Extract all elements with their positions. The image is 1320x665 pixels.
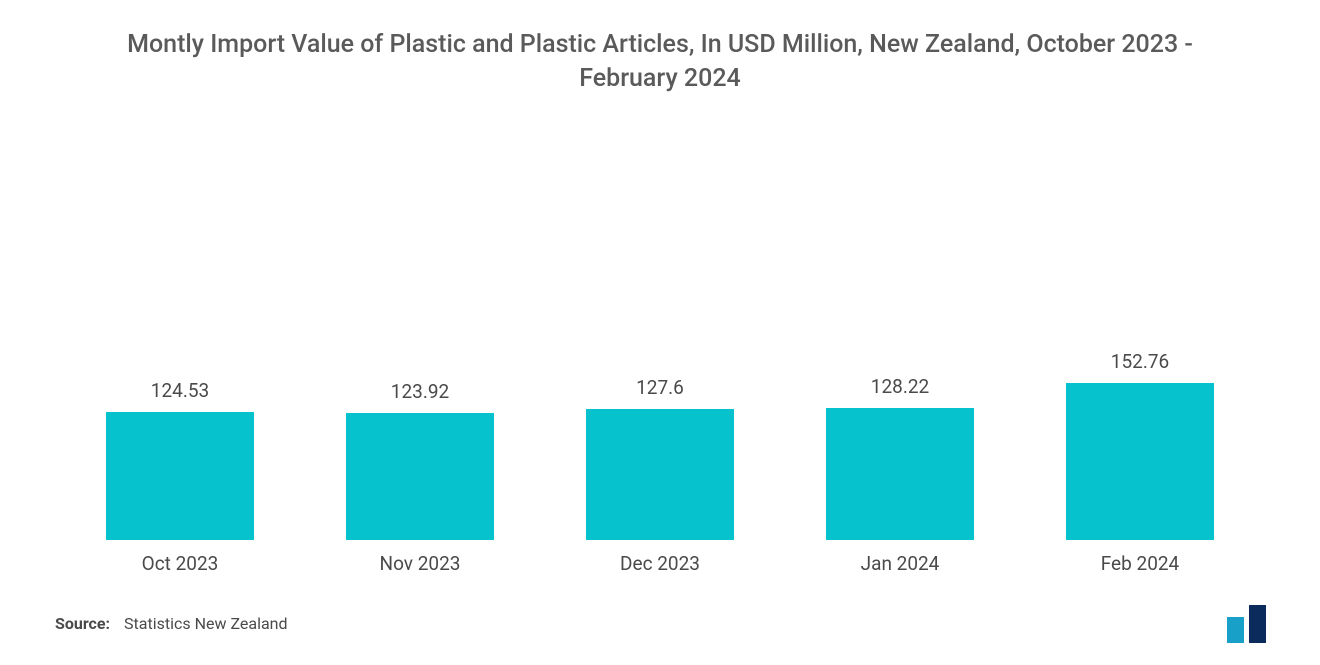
chart-title: Montly Import Value of Plastic and Plast… (0, 0, 1320, 96)
x-axis-labels: Oct 2023 Nov 2023 Dec 2023 Jan 2024 Feb … (60, 552, 1260, 575)
bar-value-label: 128.22 (871, 375, 929, 398)
bar-col: 127.6 (540, 150, 780, 540)
x-tick-label: Jan 2024 (780, 552, 1020, 575)
brand-logo-icon (1221, 605, 1275, 643)
bar-col: 152.76 (1020, 150, 1260, 540)
x-tick-label: Oct 2023 (60, 552, 300, 575)
source-text: Statistics New Zealand (124, 614, 288, 633)
bar-col: 128.22 (780, 150, 1020, 540)
logo-bar-1 (1227, 617, 1244, 643)
bar-value-label: 123.92 (391, 380, 449, 403)
logo-bar-2 (1249, 605, 1266, 643)
bar (1066, 383, 1215, 540)
bar (346, 413, 495, 540)
bar (826, 408, 975, 540)
bar (586, 409, 735, 540)
bar-col: 124.53 (60, 150, 300, 540)
bar-value-label: 152.76 (1111, 350, 1169, 373)
bar-value-label: 127.6 (636, 376, 684, 399)
x-tick-label: Nov 2023 (300, 552, 540, 575)
bar-value-label: 124.53 (151, 379, 209, 402)
chart-plot-area: 124.53 123.92 127.6 128.22 152.76 (60, 150, 1260, 540)
x-tick-label: Feb 2024 (1020, 552, 1260, 575)
bars-container: 124.53 123.92 127.6 128.22 152.76 (60, 150, 1260, 540)
source-label: Source: (55, 614, 110, 633)
x-tick-label: Dec 2023 (540, 552, 780, 575)
bar (106, 412, 255, 540)
bar-col: 123.92 (300, 150, 540, 540)
source-footer: Source: Statistics New Zealand (55, 614, 288, 633)
